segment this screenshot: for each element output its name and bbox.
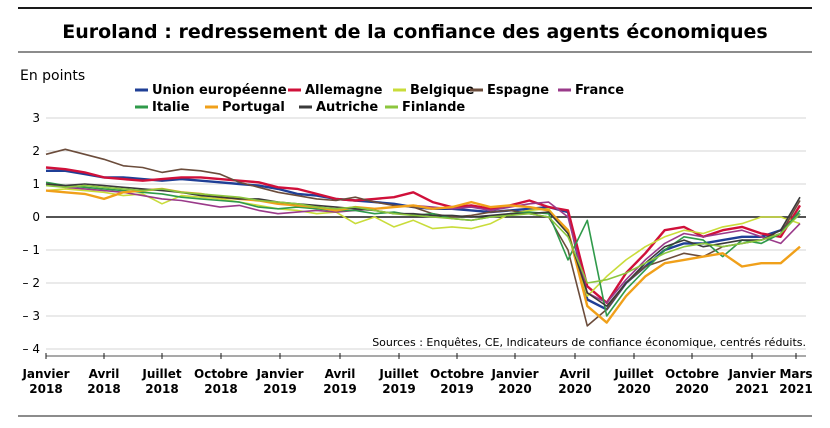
- y-tick-label: 1: [32, 177, 40, 191]
- x-tick-label: Juillet: [613, 367, 653, 381]
- x-tick-label: 2020: [617, 382, 650, 396]
- x-tick-label: 2019: [382, 382, 415, 396]
- legend-label: Portugal: [222, 100, 285, 115]
- x-tick-label: 2018: [204, 382, 237, 396]
- series-line-espagne: [45, 148, 801, 327]
- legend-label: Allemagne: [305, 83, 383, 98]
- y-tick-label: – 2: [23, 276, 40, 290]
- source-note: Sources : Enquêtes, CE, Indicateurs de c…: [372, 336, 806, 349]
- x-tick-label: Janvier: [255, 367, 303, 381]
- legend-label: France: [575, 83, 624, 98]
- x-tick-label: 2018: [145, 382, 178, 396]
- x-tick-label: Octobre: [665, 367, 719, 381]
- y-axis: 3 2 1 0 – 1 – 2 – 3 – 4: [23, 111, 40, 356]
- series-line-autriche: [45, 183, 801, 307]
- x-tick-label: 2021: [735, 382, 768, 396]
- x-tick-label: Mars: [779, 367, 812, 381]
- y-tick-label: 0: [32, 210, 40, 224]
- x-tick-label: Avril: [325, 367, 356, 381]
- x-tick-label: Avril: [560, 367, 591, 381]
- legend-label: Italie: [152, 100, 190, 115]
- y-tick-label: 2: [32, 144, 40, 158]
- x-tick-label: 2018: [29, 382, 62, 396]
- x-tick-label: 2019: [263, 382, 296, 396]
- legend-label: Finlande: [402, 100, 465, 115]
- y-tick-label: – 1: [23, 243, 40, 257]
- series-lines: [45, 148, 802, 327]
- x-tick-label: Juillet: [141, 367, 181, 381]
- grid: [46, 117, 806, 350]
- legend-label: Autriche: [316, 100, 378, 115]
- series-line-union-européenne: [46, 169, 801, 311]
- x-tick-label: Avril: [89, 367, 120, 381]
- series-line-finlande: [45, 184, 801, 284]
- x-tick-label: Octobre: [430, 367, 484, 381]
- y-axis-unit: En points: [20, 68, 85, 84]
- legend-label: Espagne: [487, 83, 549, 98]
- y-tick-label: – 4: [23, 342, 40, 356]
- x-tick-label: 2021: [779, 382, 812, 396]
- x-tick-label: 2020: [558, 382, 591, 396]
- chart-title: Euroland : redressement de la confiance …: [62, 21, 768, 43]
- legend-label: Union européenne: [152, 83, 287, 98]
- legend-label: Belgique: [410, 83, 475, 98]
- x-axis: Janvier2018Avril2018Juillet2018Octobre20…: [21, 353, 813, 396]
- y-tick-label: 3: [32, 111, 40, 125]
- y-tick-label: – 3: [23, 309, 40, 323]
- x-tick-label: Janvier: [490, 367, 538, 381]
- x-tick-label: Janvier: [727, 367, 775, 381]
- x-tick-label: Octobre: [194, 367, 248, 381]
- x-tick-label: Juillet: [378, 367, 418, 381]
- x-tick-label: 2020: [498, 382, 531, 396]
- legend: Union européenne Allemagne Belgique Espagne…: [135, 83, 624, 115]
- x-tick-label: 2019: [323, 382, 356, 396]
- x-tick-label: 2018: [87, 382, 120, 396]
- x-tick-label: 2019: [440, 382, 473, 396]
- x-tick-label: 2020: [675, 382, 708, 396]
- x-tick-label: Janvier: [21, 367, 69, 381]
- series-line-allemagne: [45, 166, 802, 304]
